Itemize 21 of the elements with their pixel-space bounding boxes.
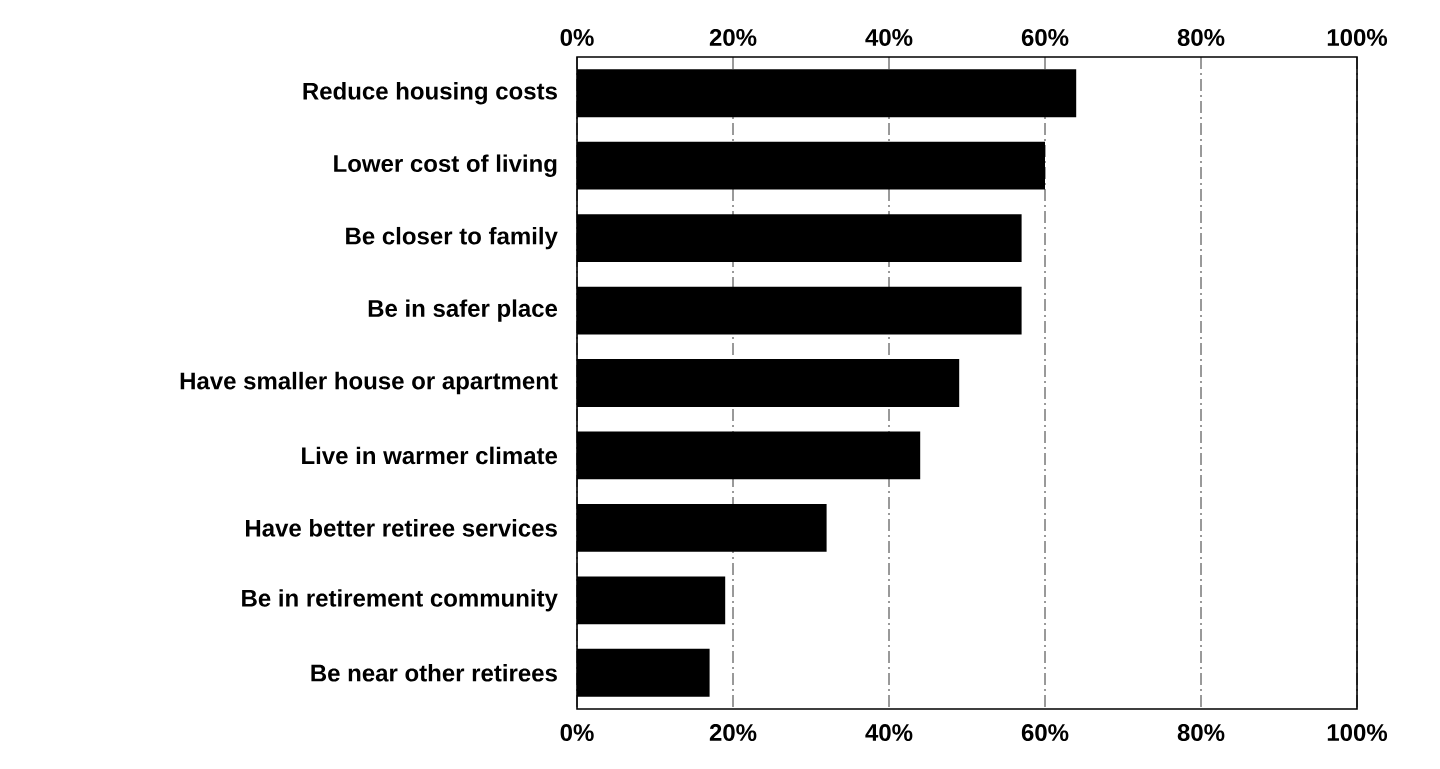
x-tick-label: 0% bbox=[560, 28, 594, 46]
x-tick-label: 60% bbox=[1021, 28, 1069, 46]
x-tick-label: 20% bbox=[709, 28, 757, 46]
x-tick-label: 80% bbox=[1177, 28, 1225, 46]
x-tick-label: 40% bbox=[865, 28, 913, 46]
y-tick-label: Have better retiree services bbox=[246, 519, 557, 537]
x2-tick-label: 40% bbox=[865, 724, 913, 742]
x2-tick-label: 100% bbox=[1327, 724, 1388, 742]
x2-tick-label: 80% bbox=[1177, 724, 1225, 742]
x2-tick-label: 0% bbox=[560, 724, 594, 742]
y-tick-label: Live in warmer climate bbox=[302, 446, 558, 465]
y-tick-label: Be in safer place bbox=[368, 299, 558, 322]
x2-tick-label: 20% bbox=[709, 724, 757, 742]
y-tick-label: Be near other retirees bbox=[311, 663, 557, 682]
y-tick-label: Be in retirement community bbox=[242, 589, 558, 612]
y-tick-label: Have smaller house or apartment bbox=[180, 371, 558, 395]
x2-tick-label: 60% bbox=[1021, 724, 1069, 742]
y-tick-label: Be closer to family bbox=[346, 226, 558, 250]
x-tick-label: 100% bbox=[1327, 28, 1388, 46]
y-tick-label: Reduce housing costs bbox=[303, 82, 557, 105]
y-tick-label: Lower cost of living bbox=[334, 154, 557, 177]
